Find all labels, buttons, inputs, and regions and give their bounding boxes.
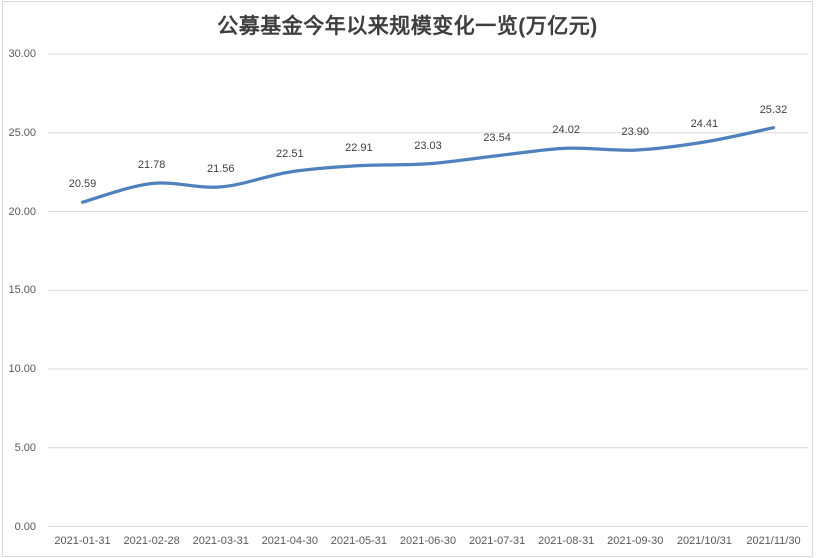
x-axis-tick-label: 2021-02-28 [123, 535, 180, 547]
data-label: 23.03 [414, 139, 442, 152]
x-axis-tick-label: 2021/11/30 [746, 535, 801, 547]
x-axis-tick-label: 2021-07-31 [468, 535, 526, 547]
data-label: 21.78 [137, 159, 166, 172]
x-axis-tick-label: 2021-01-31 [54, 535, 111, 547]
y-axis-tick-label: 0.00 [14, 520, 36, 533]
data-label: 23.54 [483, 131, 511, 144]
data-label: 24.02 [552, 124, 580, 137]
data-label: 23.90 [621, 126, 650, 139]
data-label: 21.56 [206, 162, 235, 175]
data-label: 22.91 [345, 141, 373, 154]
chart-title: 公募基金今年以来规模变化一览(万亿元) [217, 15, 598, 38]
data-label: 22.51 [276, 147, 304, 160]
y-axis-tick-label: 20.00 [8, 205, 36, 218]
data-label: 25.32 [759, 103, 788, 116]
y-axis-tick-label: 30.00 [8, 48, 36, 60]
y-axis-tick-label: 10.00 [8, 363, 36, 375]
x-axis-tick-label: 2021/10/31 [676, 535, 732, 547]
y-axis-tick-label: 15.00 [8, 284, 36, 297]
x-axis-tick-label: 2021-08-31 [538, 535, 595, 547]
data-label: 20.59 [68, 178, 97, 191]
y-axis-tick-label: 5.00 [14, 441, 36, 454]
y-axis-tick-label: 25.00 [8, 126, 36, 139]
x-axis-tick-label: 2021-06-30 [399, 535, 457, 547]
x-axis-tick-label: 2021-05-31 [330, 535, 388, 547]
x-axis-tick-label: 2021-09-30 [607, 535, 664, 547]
x-axis-tick-label: 2021-04-30 [261, 535, 318, 547]
x-axis-tick-label: 2021-03-31 [192, 535, 249, 547]
series-line [80, 126, 776, 204]
data-label: 24.41 [690, 118, 719, 131]
